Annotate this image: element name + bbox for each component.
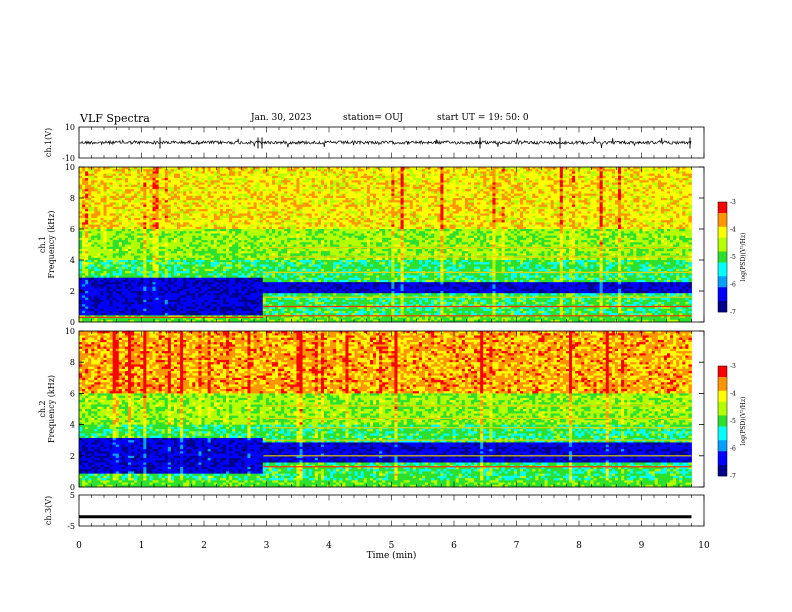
ch1-spectrogram-ytick-label: 4 [70,256,75,265]
ch1-spectrogram-ytick-label: 6 [70,225,75,234]
ch1-spectrogram-ytick-label: 10 [65,163,75,172]
ch1-waveform-ylabel: ch.1(V) [44,128,53,157]
x-tick-label: 3 [264,541,270,551]
ch1-spectrogram-colorbar-label: log(PSD)(V²/Hz) [740,233,747,282]
ch1-spectrogram-ytick-label: 8 [70,194,75,203]
ch2-spectrogram-ylabel-prefix: ch.2 [38,400,47,417]
date-label: Jan. 30, 2023 [251,113,312,123]
ch2-spectrogram-ytick-label: 2 [70,452,75,461]
ch1-waveform-trace [79,136,692,148]
x-tick-label: 9 [639,541,645,551]
ch1-spectrogram-ylabel-prefix: ch.1 [38,236,47,253]
ch2-spectrogram-colorbar-tick: -7 [730,473,736,480]
ch1-spectrogram-colorbar-frame [717,201,728,313]
ch1-spectrogram-colorbar [718,202,727,313]
ch1-spectrogram-cells [79,167,692,323]
ch2-spectrogram-cells [79,331,692,488]
ch2-spectrogram-ytick-label: 10 [65,327,75,336]
ch1-spectrogram-colorbar-tick: -4 [730,227,736,234]
ch1-spectrogram-ytick-label: 0 [70,318,75,327]
x-tick-label: 1 [139,541,145,551]
x-tick-label: 6 [451,541,457,551]
ch2-spectrogram-ytick-label: 6 [70,389,75,398]
ch1-spectrogram-colorbar-tick: -7 [730,309,736,316]
x-tick-label: 7 [514,541,520,551]
station-label: station= OUJ [343,113,403,123]
ch1-spectrogram-colorbar-tick: -3 [730,199,736,206]
ch1-spectrogram-colorbar-tick: -6 [730,282,736,289]
figure-title: VLF Spectra [80,112,150,125]
ch2-spectrogram-colorbar-tick: -3 [730,363,736,370]
ch3-waveform-ytick-bottom: -5 [67,522,75,531]
x-tick-label: 0 [76,541,82,551]
x-axis-label: Time (min) [367,550,417,561]
start-ut-label: start UT = 19: 50: 0 [437,113,529,123]
x-tick-label: 2 [201,541,207,551]
ch1-spectrogram-ytick-label: 2 [70,287,75,296]
ch2-spectrogram-colorbar-tick: -6 [730,446,736,453]
ch1-waveform-ytick-top: 10 [65,123,75,132]
ch2-spectrogram-ytick-label: 8 [70,358,75,367]
x-tick-label: 4 [326,541,332,551]
ch1-spectrogram-ylabel: Frequency (kHz) [47,210,56,278]
ch3-waveform-ylabel: ch.3(V) [44,496,53,525]
x-tick-label: 8 [576,541,582,551]
ch2-spectrogram-colorbar-tick: -4 [730,391,736,398]
ch2-spectrogram-ytick-label: 4 [70,421,75,430]
x-tick-label: 10 [698,541,710,551]
ch2-spectrogram-colorbar-frame [717,365,728,477]
ch1-spectrogram-colorbar-tick: -5 [730,254,736,261]
ch2-spectrogram-ylabel: Frequency (kHz) [47,375,56,443]
ch2-spectrogram-ytick-label: 0 [70,483,75,492]
ch2-spectrogram-colorbar [718,366,727,477]
ch3-waveform-ytick-top: 5 [70,491,75,500]
ch2-spectrogram-colorbar-label: log(PSD)(V²/Hz) [740,397,747,446]
x-tick-label: 5 [389,541,395,551]
ch1-waveform-ytick-bottom: -10 [62,154,75,163]
ch2-spectrogram-colorbar-tick: -5 [730,418,736,425]
